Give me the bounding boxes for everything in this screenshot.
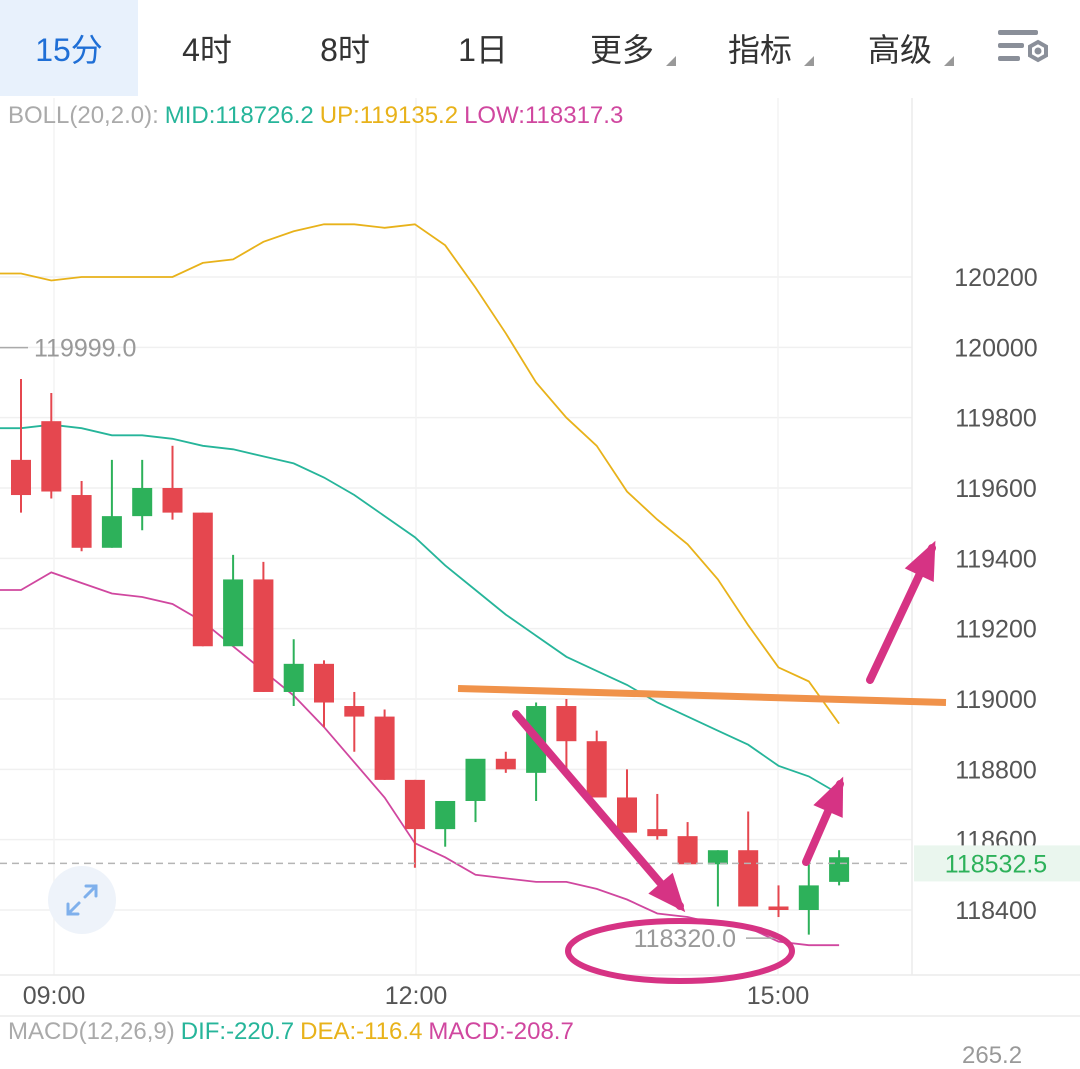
boll-name: BOLL(20,2.0): [8, 102, 159, 129]
tab-label: 指标 [727, 32, 792, 68]
candle-down [768, 906, 789, 910]
down-arrow-annotation-head [648, 872, 686, 913]
candle-down [71, 495, 92, 548]
tab-label: 高级 [867, 32, 932, 68]
candle-down [41, 421, 62, 492]
chart-settings-glyph [998, 30, 1048, 63]
candle-up [283, 663, 304, 692]
macd-legend: MACD(12,26,9) DIF:-220.7 DEA:-116.4 MACD:-2… [8, 1018, 574, 1046]
tab-label: 15分 [35, 32, 103, 68]
tab-indicators-dropdown[interactable]: 指标 [700, 0, 820, 96]
macd-value: MACD:-208.7 [428, 1018, 574, 1045]
candle-down [677, 836, 698, 865]
candle-down [647, 829, 668, 837]
x-axis-tick-label: 12:00 [385, 982, 448, 1010]
macd-dea-value: DEA:-116.4 [300, 1018, 423, 1045]
y-axis-tick-label: 119800 [955, 405, 1037, 433]
tab-label: 4时 [182, 32, 232, 68]
candle-up [223, 579, 244, 647]
y-axis-tick-label: 120000 [954, 334, 1037, 362]
candle-down [314, 663, 334, 703]
tab-label: 更多 [589, 32, 654, 68]
boll-low-value: LOW:118317.3 [464, 102, 624, 129]
candle-up [435, 800, 456, 830]
candle-down [192, 512, 213, 647]
last-price-badge [914, 845, 1080, 882]
candle-down [253, 579, 274, 692]
tab-more-dropdown[interactable]: 更多 [562, 0, 682, 96]
candle-down [344, 706, 365, 717]
short-up-arrow-annotation-head [813, 776, 844, 818]
boll-mid-line [0, 423, 840, 795]
resistance-line-annotation [457, 684, 947, 707]
dropdown-triangle-icon [666, 56, 676, 66]
candle-down [738, 850, 759, 907]
candle-down [11, 459, 31, 496]
candle-down [404, 779, 425, 830]
candle-up [829, 857, 850, 882]
candle-down [586, 741, 607, 798]
low-marker-label: 118320.0 [634, 925, 736, 953]
macd-axis-value: 265.2 [962, 1042, 1023, 1069]
tab-1d[interactable]: 1日 [414, 0, 552, 96]
timeframe-tabs: 15分 4时 8时 1日 更多 指标 高级 [0, 0, 1080, 96]
candle-up [101, 516, 122, 548]
boll-mid-value: MID:118726.2 [164, 102, 314, 129]
last-price-label: 118532.5 [945, 850, 1047, 878]
tab-label: 1日 [458, 32, 508, 68]
macd-dif-value: DIF:-220.7 [180, 1018, 295, 1045]
candle-down [495, 758, 516, 770]
high-marker-label: 119999.0 [34, 335, 136, 363]
candle-up [132, 488, 153, 517]
tab-15min[interactable]: 15分 [0, 0, 138, 96]
boll-up-value: UP:119135.2 [319, 102, 459, 129]
candle-down [617, 797, 637, 833]
candle-up [798, 885, 819, 910]
y-axis-tick-label: 119200 [955, 616, 1037, 644]
y-axis-tick-label: 119400 [955, 545, 1037, 573]
y-axis-tick-label: 118400 [955, 897, 1037, 925]
y-axis-tick-label: 118800 [955, 756, 1037, 784]
tab-4h[interactable]: 4时 [138, 0, 276, 96]
x-axis-tick-label: 15:00 [747, 982, 810, 1010]
boll-legend: BOLL(20,2.0): MID:118726.2 UP:119135.2 LOW:… [8, 102, 623, 130]
candle-down [556, 706, 577, 742]
macd-name: MACD(12,26,9) [8, 1018, 175, 1045]
low-ellipse-annotation [565, 918, 795, 984]
tab-label: 8时 [320, 32, 370, 68]
long-up-arrow-annotation-head [904, 540, 936, 582]
tab-advanced-dropdown[interactable]: 高级 [840, 0, 960, 96]
chart-settings-icon[interactable] [992, 22, 1056, 74]
y-axis-tick-label: 120200 [954, 264, 1037, 292]
expand-chart-button[interactable] [48, 866, 116, 934]
candle-down [162, 488, 183, 513]
boll-upper-line [0, 223, 840, 725]
candle-down [374, 716, 395, 780]
candle-up [707, 850, 728, 865]
y-axis-tick-label: 119600 [955, 475, 1037, 503]
dropdown-triangle-icon [804, 56, 814, 66]
expand-arrows-icon [66, 884, 98, 916]
candle-up [465, 758, 486, 801]
tab-8h[interactable]: 8时 [276, 0, 414, 96]
x-axis-tick-label: 09:00 [23, 982, 86, 1010]
y-axis-tick-label: 119000 [955, 686, 1037, 714]
down-arrow-annotation [512, 710, 684, 910]
dropdown-triangle-icon [944, 56, 954, 66]
